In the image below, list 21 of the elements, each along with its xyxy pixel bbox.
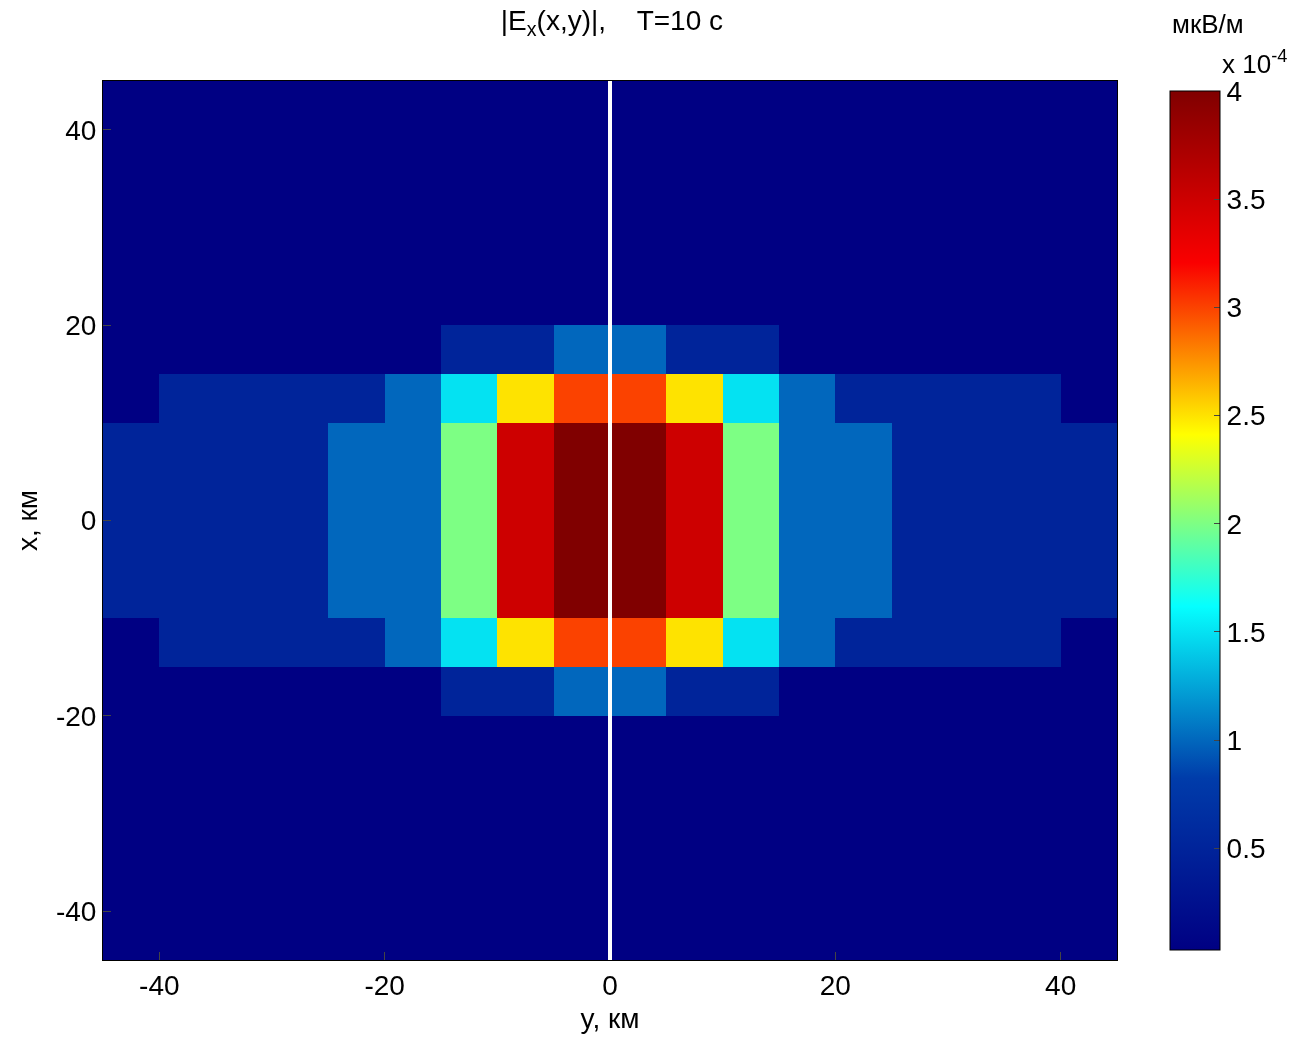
y-tick-label: 20 [65,309,97,341]
y-axis-title: x, км [11,489,43,552]
x-tick-label: -20 [364,969,405,1001]
y-tick-label: -40 [55,895,97,927]
color-bar-label: 1.5 [1226,616,1266,648]
x-tick-label: 20 [819,969,851,1001]
y-tick-label: 40 [65,114,97,146]
y-tick-label: 0 [80,505,97,537]
color-bar-label: 3 [1226,292,1243,324]
color-bar-label: 3.5 [1226,183,1266,215]
color-bar-title: мкВ/м [1172,9,1244,39]
color-bar-label: 1 [1226,724,1243,756]
x-axis-title: y, км [580,1002,640,1034]
x-tick-label: 0 [602,969,618,1001]
color-bar-label: 2.5 [1226,400,1266,432]
x-tick-label: 40 [1045,969,1077,1001]
color-bar-label: 0.5 [1226,833,1266,865]
color-bar-label: 2 [1226,508,1243,540]
y-tick-label: -20 [55,700,97,732]
chart-title: |E$_{x}$(x,y)|, T=10 с [500,5,724,41]
x-tick-label: -40 [139,969,180,1001]
